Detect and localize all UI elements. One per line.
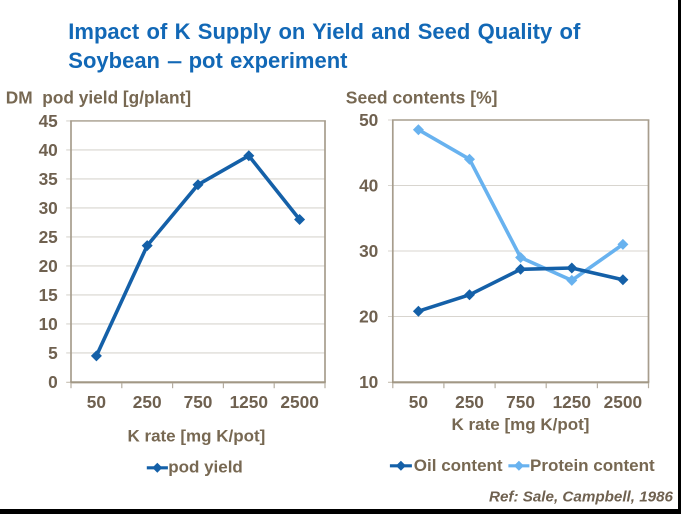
svg-text:Protein content: Protein content <box>530 456 655 475</box>
svg-text:25: 25 <box>39 227 59 247</box>
svg-text:0: 0 <box>48 372 58 392</box>
svg-text:K rate [mg K/pot]: K rate [mg K/pot] <box>452 415 590 434</box>
svg-text:Impact of K Supply on Yield an: Impact of K Supply on Yield and Seed Qua… <box>68 19 581 44</box>
svg-text:50: 50 <box>359 110 378 130</box>
svg-text:30: 30 <box>359 241 378 261</box>
svg-text:30: 30 <box>39 198 58 218</box>
svg-text:10: 10 <box>359 372 378 392</box>
svg-text:250: 250 <box>133 392 162 412</box>
svg-text:15: 15 <box>39 285 59 305</box>
svg-text:750: 750 <box>184 392 213 412</box>
svg-text:35: 35 <box>39 169 59 189</box>
svg-text:40: 40 <box>39 140 58 160</box>
svg-text:45: 45 <box>39 111 59 131</box>
svg-text:250: 250 <box>455 392 484 412</box>
svg-text:pod yield: pod yield <box>168 457 243 476</box>
svg-text:50: 50 <box>87 392 106 412</box>
svg-text:2500: 2500 <box>604 392 642 412</box>
svg-text:1250: 1250 <box>230 392 268 412</box>
svg-text:40: 40 <box>359 176 378 196</box>
svg-text:DM pod yield [g/plant]: DM pod yield [g/plant] <box>6 88 191 108</box>
svg-text:50: 50 <box>409 392 428 412</box>
svg-text:10: 10 <box>39 314 58 334</box>
svg-text:5: 5 <box>48 343 58 363</box>
svg-text:2500: 2500 <box>280 392 318 412</box>
svg-text:Oil content: Oil content <box>414 456 503 475</box>
svg-text:20: 20 <box>359 307 378 327</box>
svg-text:750: 750 <box>506 392 535 412</box>
svg-text:1250: 1250 <box>553 392 591 412</box>
svg-text:Seed contents [%]: Seed contents [%] <box>346 88 498 108</box>
svg-text:20: 20 <box>39 256 58 276</box>
svg-text:Ref: Sale, Campbell, 1986: Ref: Sale, Campbell, 1986 <box>489 488 674 505</box>
svg-text:K rate [mg K/pot]: K rate [mg K/pot] <box>127 426 265 445</box>
